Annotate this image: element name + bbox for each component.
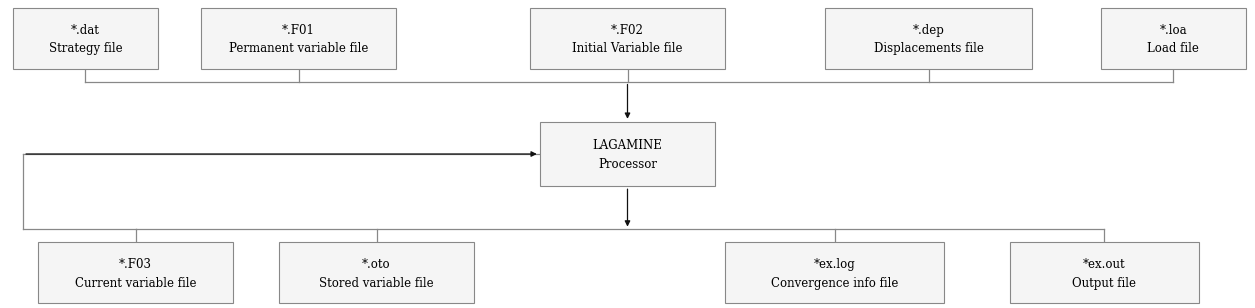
Text: Initial Variable file: Initial Variable file — [572, 43, 683, 55]
Text: Output file: Output file — [1073, 277, 1136, 290]
FancyBboxPatch shape — [540, 122, 715, 186]
Text: Processor: Processor — [597, 159, 658, 172]
Text: *.dep: *.dep — [912, 24, 945, 37]
Text: Convergence info file: Convergence info file — [771, 277, 899, 290]
Text: *.F03: *.F03 — [119, 258, 152, 271]
Text: *.dat: *.dat — [70, 24, 100, 37]
FancyBboxPatch shape — [530, 8, 725, 69]
FancyBboxPatch shape — [1102, 8, 1246, 69]
Text: Permanent variable file: Permanent variable file — [228, 43, 369, 55]
FancyBboxPatch shape — [1010, 242, 1199, 303]
Text: *.F01: *.F01 — [282, 24, 315, 37]
Text: Current variable file: Current variable file — [75, 277, 196, 290]
Text: Displacements file: Displacements file — [873, 43, 984, 55]
Text: Stored variable file: Stored variable file — [319, 277, 434, 290]
Text: *.F02: *.F02 — [611, 24, 644, 37]
Text: Load file: Load file — [1147, 43, 1200, 55]
FancyBboxPatch shape — [279, 242, 473, 303]
Text: *.oto: *.oto — [363, 258, 390, 271]
FancyBboxPatch shape — [14, 8, 158, 69]
FancyBboxPatch shape — [725, 242, 944, 303]
FancyBboxPatch shape — [201, 8, 397, 69]
FancyBboxPatch shape — [38, 242, 233, 303]
Text: *ex.log: *ex.log — [813, 258, 856, 271]
FancyBboxPatch shape — [826, 8, 1032, 69]
Text: *ex.out: *ex.out — [1083, 258, 1126, 271]
Text: LAGAMINE: LAGAMINE — [592, 139, 663, 152]
Text: *.loa: *.loa — [1160, 24, 1187, 37]
Text: Strategy file: Strategy file — [49, 43, 122, 55]
